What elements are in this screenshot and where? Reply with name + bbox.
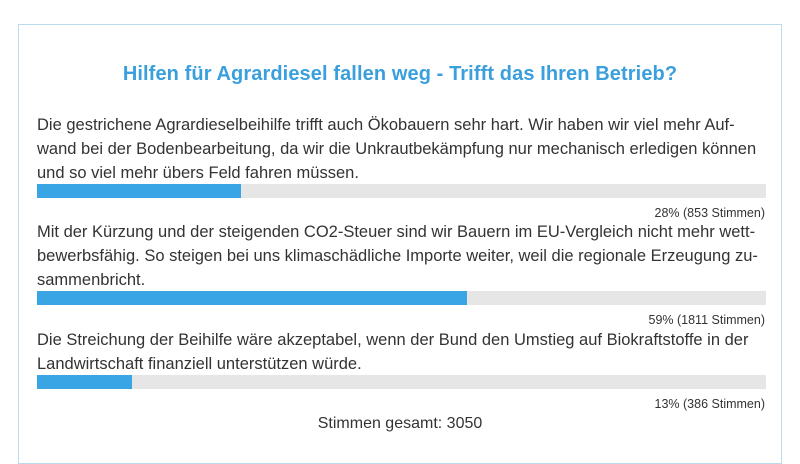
poll-option-3-result: 13% (386 Stimmen) — [654, 397, 765, 411]
poll-option-1-bar-fill — [37, 184, 242, 198]
poll-option-2-result: 59% (1811 Stimmen) — [648, 313, 766, 327]
poll-option-2-bar — [37, 291, 766, 305]
poll-option-1-text[interactable]: Die gestrichene Agrardieselbeihilfe trif… — [37, 116, 757, 182]
poll-option-1-result: 28% (853 Stimmen) — [654, 206, 765, 220]
poll-option-3-bar — [37, 375, 766, 389]
poll-option-3-text[interactable]: Die Streichung der Beihilfe wäre akzepta… — [37, 331, 749, 373]
poll-option-3-bar-fill — [37, 375, 132, 389]
poll-option-2-bar-fill — [37, 291, 468, 305]
poll-option-1-bar — [37, 184, 766, 198]
poll-title: Hilfen für Agrardiesel fallen weg - Trif… — [122, 63, 678, 85]
poll-total-votes: Stimmen gesamt: 3050 — [317, 415, 483, 432]
poll-card: Hilfen für Agrardiesel fallen weg - Trif… — [18, 24, 782, 464]
poll-option-2-text[interactable]: Mit der Kürzung und der steigenden CO2-S… — [37, 223, 758, 289]
